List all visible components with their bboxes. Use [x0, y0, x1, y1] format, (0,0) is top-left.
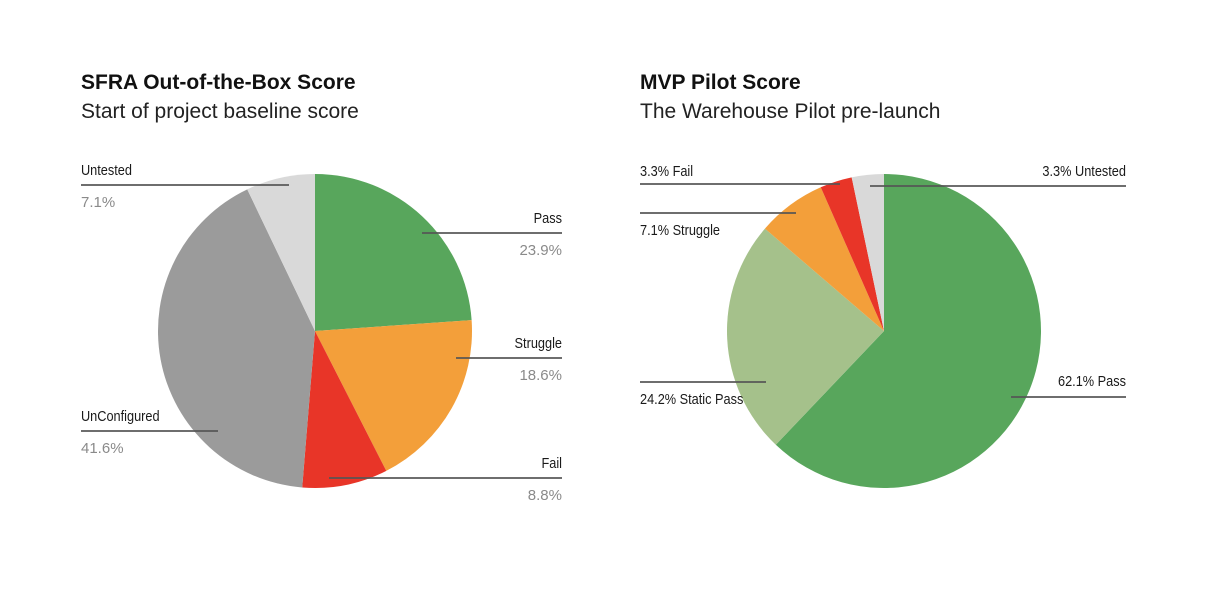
- chart1-slice-label: UnConfigured: [81, 407, 160, 424]
- chart1-slice-percent: 8.8%: [528, 487, 562, 504]
- chart1-slice-percent: 41.6%: [81, 440, 124, 457]
- chart1-slice-struggle: [315, 320, 472, 471]
- chart2-slice-label: 7.1% Struggle: [640, 221, 720, 238]
- chart1-slice-percent: 7.1%: [81, 194, 115, 211]
- chart2-slice--pass: [775, 174, 1041, 488]
- chart2-slice--struggle: [764, 187, 884, 331]
- chart1-slice-label: Untested: [81, 161, 132, 178]
- chart2-slice-label: 3.3% Untested: [1042, 162, 1126, 179]
- chart1-slice-fail: [302, 331, 387, 489]
- chart2-slice-label: 62.1% Pass: [1058, 372, 1126, 389]
- chart2-slice--untested: [851, 174, 884, 331]
- chart1-slice-percent: 18.6%: [519, 367, 562, 384]
- chart2-slice--static-pass: [727, 228, 884, 445]
- chart1-slice-percent: 23.9%: [519, 242, 562, 259]
- chart1-slice-unconfigured: [157, 189, 315, 488]
- chart2-subtitle: The Warehouse Pilot pre-launch: [640, 100, 941, 123]
- chart1-slice-label: Fail: [541, 454, 562, 471]
- chart1-slice-pass: [315, 174, 472, 331]
- chart2-title: MVP Pilot Score: [640, 71, 801, 94]
- chart2-slice--fail: [820, 177, 884, 331]
- chart1-slice-label: Pass: [534, 209, 562, 226]
- chart1-title: SFRA Out-of-the-Box Score: [81, 71, 356, 94]
- chart2-slice-label: 3.3% Fail: [640, 162, 693, 179]
- chart1-subtitle: Start of project baseline score: [81, 100, 359, 123]
- chart1-slice-label: Struggle: [515, 334, 563, 351]
- chart1-slice-untested: [247, 174, 315, 331]
- chart2-slice-label: 24.2% Static Pass: [640, 390, 743, 407]
